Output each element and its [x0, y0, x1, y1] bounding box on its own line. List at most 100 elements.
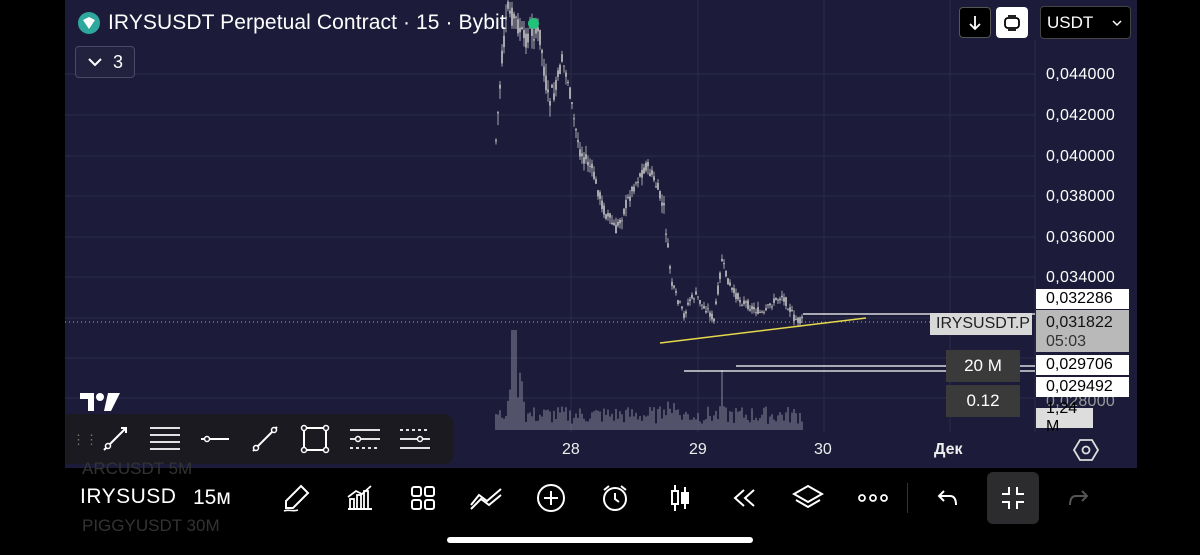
volume-bar [755, 417, 757, 430]
candle-body [737, 293, 739, 300]
horizontal-line-price-tag[interactable]: 0,032286 [1036, 289, 1129, 309]
candle-body [521, 26, 523, 29]
volume-bar [779, 412, 781, 430]
rectangle-tool[interactable] [290, 419, 340, 459]
candle-body [719, 272, 721, 280]
redo-button[interactable] [1058, 478, 1098, 518]
volume-bar [503, 418, 505, 430]
alarm-clock-icon [603, 485, 627, 511]
layouts-button[interactable] [403, 478, 443, 518]
candle-body [707, 308, 709, 310]
volume-bar [639, 415, 641, 430]
currency-value: USDT [1047, 12, 1094, 32]
candle-body [607, 213, 609, 217]
candle-body [699, 300, 701, 304]
volume-bar [559, 412, 561, 430]
volume-bar [497, 414, 499, 430]
candle-body [657, 183, 659, 190]
candle-body [523, 30, 525, 39]
volume-bar [557, 407, 559, 430]
time-axis-label: Дек [934, 441, 963, 458]
symbol-search-button[interactable]: IRYSUSDT [80, 485, 176, 508]
candle-body [697, 296, 699, 298]
price-axis-label: 0,036000 [1046, 229, 1116, 246]
fib-retracement-tool[interactable] [140, 419, 190, 459]
candle-body [569, 87, 571, 99]
volume-bar [735, 408, 737, 430]
add-button[interactable] [531, 478, 571, 518]
candle-body [635, 182, 637, 184]
interval-button[interactable]: 15м [193, 486, 231, 509]
trend-line-drawing [659, 317, 867, 344]
market-open-indicator [527, 17, 539, 29]
replay-button[interactable] [724, 478, 764, 518]
volume-scale-label: 20 M [946, 350, 1020, 382]
candle-body [517, 19, 519, 34]
volume-bar [543, 409, 545, 430]
horizontal-line-price-tag[interactable]: 0,029492 [1036, 377, 1129, 397]
scroll-to-latest-button[interactable] [959, 7, 991, 38]
candle-body [801, 316, 803, 319]
candle-body [681, 306, 683, 309]
volume-bar [591, 412, 593, 430]
candle-body [577, 139, 579, 143]
volume-bar [781, 414, 783, 430]
volume-bar [685, 411, 687, 430]
alerts-button[interactable] [595, 478, 635, 518]
volume-bar [615, 408, 617, 430]
volume-bar [583, 418, 585, 430]
drag-handle-icon[interactable]: ⋮⋮ [72, 431, 98, 447]
candle-body [729, 282, 731, 286]
chart-settings-button[interactable] [1072, 438, 1100, 462]
horizontal-line-tool[interactable] [190, 419, 240, 459]
fullscreen-exit-button[interactable] [987, 472, 1039, 524]
volume-bar [671, 413, 673, 430]
objects-tree-button[interactable] [788, 478, 828, 518]
volume-bar [637, 419, 639, 430]
volume-bar [771, 414, 773, 430]
ray-tool[interactable] [240, 419, 290, 459]
more-button[interactable] [853, 478, 893, 518]
long-position-icon [350, 429, 380, 449]
volume-bar [737, 411, 739, 430]
volume-bar [689, 419, 691, 430]
candle-body [511, 7, 513, 26]
short-position-tool[interactable] [390, 419, 440, 459]
horizontal-line-price-tag[interactable]: 0,029706 [1036, 355, 1129, 375]
compare-button[interactable] [466, 478, 506, 518]
volume-bar [509, 389, 511, 430]
candle-body [763, 311, 765, 313]
candle-body [773, 298, 775, 303]
price-chart[interactable] [0, 0, 1200, 468]
drawings-button[interactable] [276, 478, 316, 518]
trend-line-tool[interactable] [90, 419, 140, 459]
currency-select[interactable]: USDT [1040, 6, 1131, 39]
auto-scale-button[interactable] [996, 7, 1028, 38]
candle-body [605, 214, 607, 219]
candle-body [561, 54, 563, 62]
volume-bar [767, 423, 769, 430]
candle-body [609, 213, 611, 218]
candle-body [783, 297, 785, 302]
current-price-tag: 0,031822 05:03 [1036, 310, 1129, 352]
volume-bar [495, 414, 497, 430]
long-position-tool[interactable] [340, 419, 390, 459]
candle-body [799, 317, 801, 324]
home-indicator[interactable] [447, 537, 753, 543]
volume-bar [647, 415, 649, 430]
volume-bar [669, 408, 671, 430]
volume-bar [717, 419, 719, 430]
indicators-button[interactable] [339, 478, 379, 518]
chevron-down-icon [88, 58, 102, 67]
volume-bar [759, 418, 761, 430]
volume-bar [555, 419, 557, 430]
chart-title-bar[interactable]: IRYSUSDT Perpetual Contract · 15 · Bybit [78, 10, 539, 36]
indicators-toggle-button[interactable]: 3 [75, 46, 135, 78]
candle-body [531, 24, 533, 36]
chart-type-button[interactable] [660, 478, 700, 518]
volume-bar [653, 407, 655, 430]
candle-body [743, 300, 745, 305]
undo-button[interactable] [928, 478, 968, 518]
candle-body [667, 243, 669, 248]
volume-bar [593, 411, 595, 430]
